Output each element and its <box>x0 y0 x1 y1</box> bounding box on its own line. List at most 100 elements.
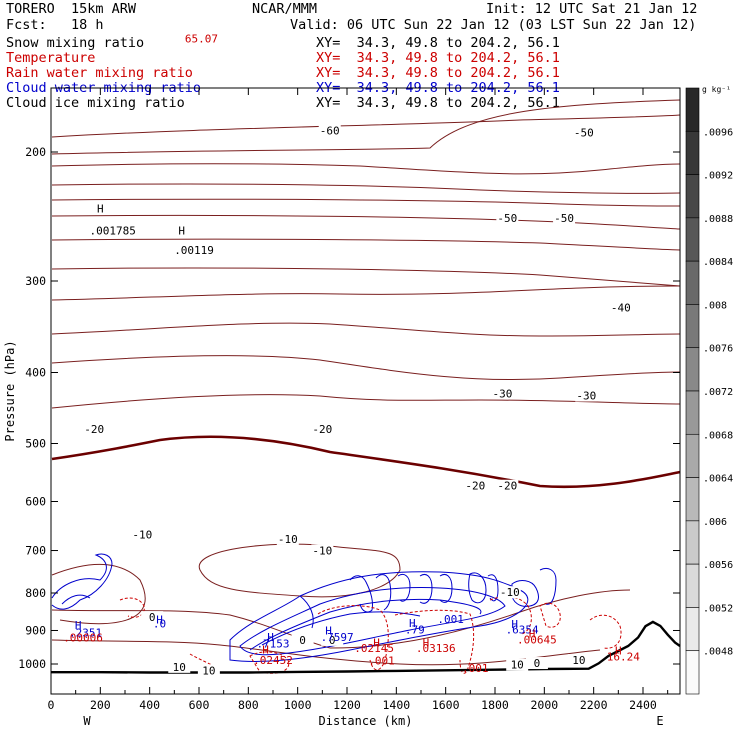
contour-label-bg <box>311 423 334 436</box>
max-annotation: .001785 <box>89 225 135 238</box>
max-annotation: H <box>267 631 274 644</box>
x-tick-label: 1600 <box>432 698 460 712</box>
contour-label: -10 <box>312 545 332 558</box>
field-xy-snow: XY= 34.3, 49.8 to 204.2, 56.1 <box>316 35 560 51</box>
colorbar: .0096 .0092 .0088 .0084 .008 .0076 .0072 .0068.… <box>685 85 733 695</box>
colorbar-tick-label: .0072 <box>703 387 733 398</box>
field-name-temperature: Temperature <box>6 50 96 66</box>
contour-label-bg <box>496 479 519 492</box>
contour-label-bg <box>318 124 341 137</box>
contour-label: -20 <box>465 480 485 493</box>
x-axis-east-label: E <box>656 714 663 728</box>
y-tick-label: 1000 <box>18 657 46 671</box>
max-annotation: .00645 <box>517 634 557 647</box>
axis-labels: 0 200 400 600 800 1000 1200 1400 1600 1800 2000 220… <box>3 145 664 728</box>
isotherm-lines <box>51 99 681 666</box>
colorbar-swatch <box>685 390 700 435</box>
init-time: Init: 12 UTC Sat 21 Jan 12 <box>486 1 698 17</box>
field-xy-cloud-ice: XY= 34.3, 49.8 to 204.2, 56.1 <box>316 95 560 111</box>
colorbar-swatch <box>685 607 700 652</box>
valid-time: Valid: 06 UTC Sun 22 Jan 12 (03 LST Sun … <box>290 17 697 33</box>
contour-label-bg <box>496 211 519 224</box>
x-tick-label: 1200 <box>333 698 361 712</box>
colorbar-unit: g kg⁻¹ <box>702 85 731 94</box>
contour-label: -10 <box>500 586 520 599</box>
max-annotation: H <box>156 613 163 626</box>
x-tick-label: 600 <box>189 698 210 712</box>
contour-label-bg <box>572 126 595 139</box>
colorbar-tick-label: .0092 <box>703 171 733 182</box>
contour-label-bg <box>609 301 632 314</box>
max-annotation: H <box>373 636 380 649</box>
x-tick-label: 2000 <box>530 698 558 712</box>
max-annotation: H <box>615 644 622 657</box>
y-tick-label: 200 <box>25 145 46 159</box>
max-annotation: H <box>511 618 518 631</box>
colorbar-swatch <box>685 433 700 478</box>
contour-label: 10 <box>173 661 186 674</box>
max-annotation: H <box>97 203 104 216</box>
contour-label-bg <box>291 633 314 646</box>
contour-label: -50 <box>497 212 517 225</box>
x-tick-label: 1000 <box>284 698 312 712</box>
max-annotation: .001 <box>462 662 489 675</box>
contour-label: -20 <box>497 480 517 493</box>
colorbar-swatch <box>685 347 700 392</box>
contour-label: -30 <box>576 390 596 403</box>
colorbar-swatch <box>685 304 700 349</box>
y-axis-title: Pressure (hPa) <box>3 340 17 441</box>
max-annotation: .6354 <box>506 623 539 636</box>
contour-label: -50 <box>554 212 574 225</box>
contour-label: 10 <box>572 654 585 667</box>
max-annotation: .7597 <box>321 631 354 644</box>
field-xy-temperature: XY= 34.3, 49.8 to 204.2, 56.1 <box>316 50 560 66</box>
max-annotation: .2351 <box>69 627 102 640</box>
contour-label-bg <box>567 654 590 667</box>
colorbar-tick-label: .0068 <box>703 430 733 441</box>
max-annotation: 65.07 <box>185 33 218 46</box>
field-maximum-annotations: 65.07H.001785 H.00119H.2351.00006H.0H.715… <box>63 33 640 675</box>
contour-label: -60 <box>320 125 340 138</box>
max-annotation: .7153 <box>256 637 289 650</box>
contour-label: 0 <box>299 634 306 647</box>
colorbar-tick-label: .006 <box>703 517 727 528</box>
contour-label: 10 <box>511 659 524 672</box>
colorbar-tick-label: .008 <box>703 300 727 311</box>
colorbar-swatch <box>685 174 700 219</box>
x-tick-label: 800 <box>238 698 259 712</box>
contour-label: -30 <box>492 387 512 400</box>
contour-label: 10 <box>202 664 215 677</box>
colorbar-swatch <box>685 520 700 565</box>
max-annotation: H <box>409 617 416 630</box>
colorbar-swatch <box>685 650 700 695</box>
max-annotation: .02145 <box>354 642 394 655</box>
contour-label: -20 <box>312 423 332 436</box>
contour-label-bg <box>83 423 106 436</box>
contour-label-bg <box>168 660 191 673</box>
colorbar-tick-label: .0076 <box>703 344 733 355</box>
field-name-snow: Snow mixing ratio <box>6 35 145 51</box>
contour-label-bg <box>553 211 576 224</box>
colorbar-tick-label: .0056 <box>703 560 733 571</box>
max-annotation: .001 <box>368 654 395 667</box>
colorbar-tick-label: .0096 <box>703 127 733 138</box>
y-tick-label: 600 <box>25 494 46 508</box>
contour-label: -10 <box>278 533 298 546</box>
contour-label-bg <box>197 664 220 677</box>
contour-label-bg <box>311 544 334 557</box>
field-name-cloud-ice: Cloud ice mixing ratio <box>6 95 185 111</box>
contour-label: 0 <box>329 634 336 647</box>
max-annotation: .0 <box>153 617 166 630</box>
contour-label-bg <box>498 586 521 599</box>
field-name-rain: Rain water mixing ratio <box>6 65 193 81</box>
plot-border <box>50 87 681 695</box>
max-annotation: H <box>178 225 185 238</box>
colorbar-tick-label: .0084 <box>703 257 733 268</box>
y-tick-label: 800 <box>25 586 46 600</box>
contour-label-bg <box>491 387 514 400</box>
x-tick-label: 2200 <box>580 698 608 712</box>
max-annotation: H <box>325 624 332 637</box>
max-annotation: H <box>423 636 430 649</box>
x-tick-label: 1400 <box>382 698 410 712</box>
y-tick-label: 400 <box>25 366 46 380</box>
